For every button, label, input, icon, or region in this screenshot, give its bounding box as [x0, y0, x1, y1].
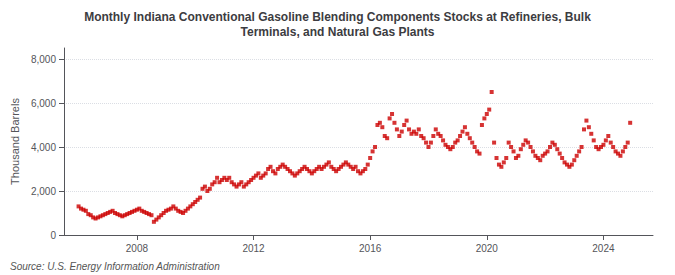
svg-text:2024: 2024: [592, 243, 615, 254]
svg-text:8,000: 8,000: [31, 54, 56, 65]
svg-text:0: 0: [50, 230, 56, 241]
svg-text:Source: U.S. Energy Informatio: Source: U.S. Energy Information Administ…: [10, 261, 220, 272]
svg-text:2012: 2012: [242, 243, 265, 254]
svg-text:Monthly Indiana Conventional G: Monthly Indiana Conventional Gasoline Bl…: [84, 10, 591, 24]
svg-text:2008: 2008: [126, 243, 149, 254]
svg-text:2,000: 2,000: [31, 186, 56, 197]
svg-text:Terminals, and Natural Gas Pla: Terminals, and Natural Gas Plants: [241, 25, 435, 39]
svg-text:2016: 2016: [359, 243, 382, 254]
svg-text:Thousand Barrels: Thousand Barrels: [9, 98, 21, 185]
svg-text:6,000: 6,000: [31, 98, 56, 109]
svg-text:2020: 2020: [476, 243, 499, 254]
svg-text:4,000: 4,000: [31, 142, 56, 153]
